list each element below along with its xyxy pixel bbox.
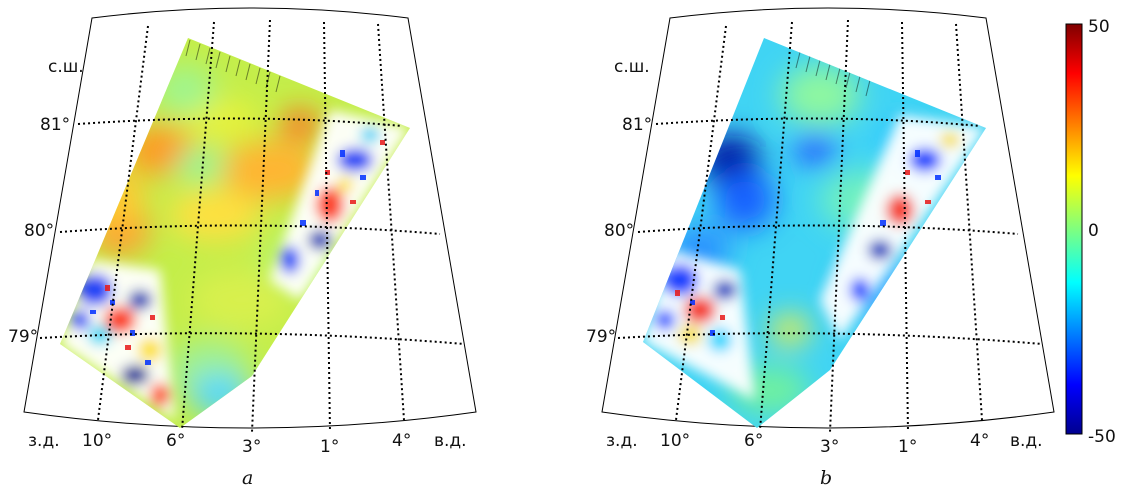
map-frame-a [23,7,477,429]
colorbar-mid-label: 0 [1088,221,1099,241]
graticule-a [39,19,465,433]
lat-label-81-b: 81° [622,115,652,135]
west-label-b: з.д. [606,431,638,451]
lat-label-80-a: 80° [24,221,54,241]
lat-label-81-a: 81° [40,115,70,135]
lon-label-6-a: 6° [166,431,185,451]
panel-caption-a: a [242,467,253,489]
map-frame-b [601,7,1055,429]
lon-label-4-a: 4° [392,431,411,451]
panel-a: с.ш. 81° 80° 79° з.д. 10° 6° 3° 1° 4° в.… [8,7,477,489]
lon-label-10-a: 10° [82,431,112,451]
lat-label-80-b: 80° [604,221,634,241]
west-label-a: з.д. [28,431,60,451]
lon-label-4-b: 4° [970,431,989,451]
north-label-b: с.ш. [614,57,650,77]
lon-label-1-b: 1° [898,437,917,457]
colorbar: 50 0 -50 [1065,17,1116,447]
lat-label-79-b: 79° [586,327,616,347]
lon-label-6-b: 6° [744,431,763,451]
lon-label-1-a: 1° [320,437,339,457]
lon-label-10-b: 10° [660,431,690,451]
lon-label-3-a: 3° [242,437,261,457]
panel-b: с.ш. 81° 80° 79° з.д. 10° 6° 3° 1° 4° в.… [586,7,1055,489]
east-label-b: в.д. [1010,431,1043,451]
lat-label-79-a: 79° [8,327,38,347]
east-label-a: в.д. [434,431,467,451]
colorbar-min-label: -50 [1088,427,1116,447]
colorbar-max-label: 50 [1088,17,1110,37]
graticule-b [617,19,1043,433]
colorbar-gradient [1065,23,1083,435]
lon-label-3-b: 3° [820,437,839,457]
data-swath-b [643,38,986,428]
panel-caption-b: b [820,467,832,489]
north-label-a: с.ш. [48,57,84,77]
